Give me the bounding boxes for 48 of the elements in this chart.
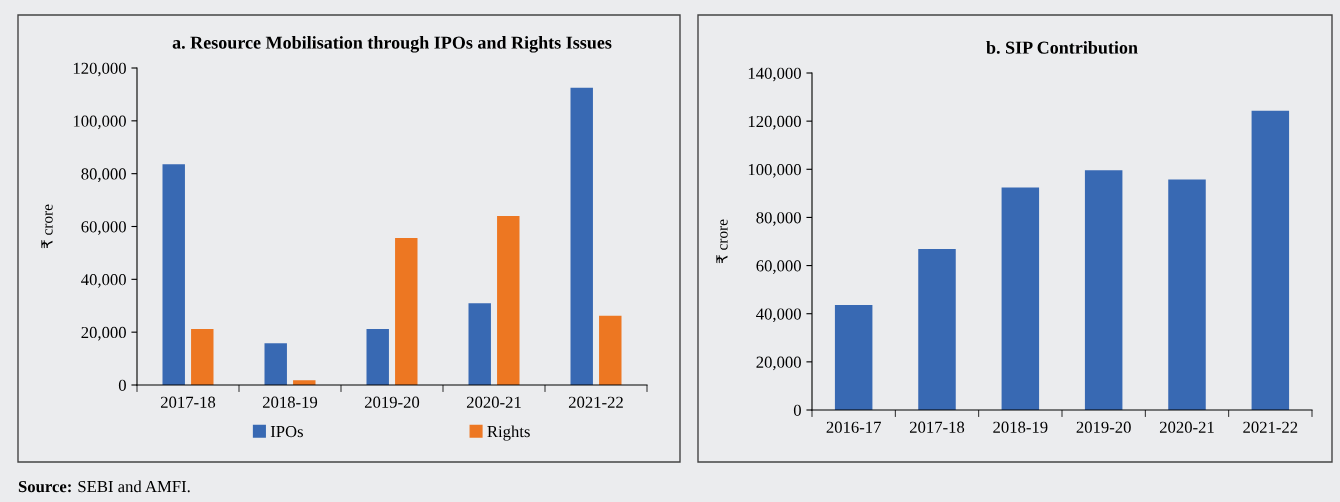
bar: [918, 248, 956, 410]
y-tick-label: 120,000: [73, 62, 126, 77]
x-tick-label: 2018-19: [262, 396, 318, 408]
y-tick-label: 40,000: [756, 308, 801, 323]
x-tick-label: 2017-18: [160, 396, 216, 408]
y-tick-label: 80,000: [756, 212, 801, 226]
bar: [1001, 187, 1040, 410]
x-tick-label: 2019-20: [364, 396, 420, 408]
bar: [191, 329, 214, 385]
bar: [264, 343, 287, 385]
y-tick-label: 40,000: [81, 274, 126, 288]
chart-title: a. Resource Mobilisation through IPOs and Rights Issues: [172, 36, 612, 53]
bar: [1251, 110, 1290, 410]
y-tick-label: 80,000: [81, 168, 126, 183]
legend-label: Rights: [487, 425, 530, 441]
x-tick-label: 2020-21: [466, 396, 521, 408]
y-tick-label: 100,000: [748, 163, 801, 178]
bar: [1168, 179, 1206, 410]
y-tick-label: 60,000: [81, 221, 126, 235]
chart-title: b. SIP Contribution: [986, 41, 1138, 54]
y-axis-title: ₹ crore: [41, 204, 53, 249]
y-tick-label: 60,000: [756, 260, 801, 274]
bar: [599, 315, 622, 385]
bar: [162, 164, 185, 385]
bar: [395, 238, 418, 385]
x-tick-label: 2016-17: [826, 421, 881, 433]
y-axis-title: ₹ crore: [716, 219, 728, 264]
bar: [468, 303, 491, 385]
y-tick-label: 20,000: [81, 326, 126, 341]
x-tick-label: 2018-19: [993, 421, 1048, 433]
x-tick-label: 2017-18: [909, 421, 965, 433]
y-tick-label: 20,000: [756, 356, 801, 371]
y-tick-label: 140,000: [748, 67, 801, 82]
x-tick-label: 2021-22: [568, 396, 623, 408]
bar: [1084, 170, 1123, 410]
y-tick-label: 120,000: [748, 115, 801, 130]
bar: [570, 87, 593, 385]
source-note: Source: SEBI and AMFI.: [18, 480, 190, 493]
bar: [497, 215, 520, 385]
x-tick-label: 2020-21: [1159, 421, 1214, 433]
bar: [366, 329, 389, 385]
y-tick-label: 100,000: [73, 115, 126, 130]
x-tick-label: 2019-20: [1076, 421, 1131, 433]
y-tick-label: 0: [793, 404, 801, 416]
x-tick-label: 2021-22: [1243, 421, 1298, 433]
y-tick-label: 0: [118, 379, 126, 391]
bar: [834, 305, 873, 410]
legend-label: IPOs: [270, 425, 303, 438]
